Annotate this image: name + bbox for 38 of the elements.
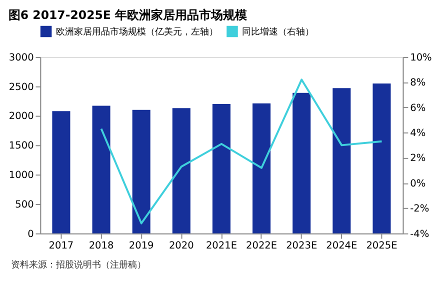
bar [92,106,110,234]
line-series [100,78,383,224]
bar [212,104,230,234]
bar [292,92,311,234]
x-tick-label: 2020 [168,240,194,252]
y2-tick-label: 2% [410,153,426,164]
legend-label: 同比增速（右轴） [242,26,314,38]
y2-tick-label: 6% [410,102,426,114]
bar [172,108,190,234]
y-tick-label: 1000 [8,170,34,182]
y-tick-label: 0 [28,228,34,240]
y-tick-label: 1500 [8,140,34,152]
legend-label: 欧洲家居用品市场规模（亿美元，左轴） [56,26,218,38]
y-tick-label: 3000 [8,52,34,64]
y2-tick-label: -4% [410,228,430,240]
x-tick-label: 2022E [246,240,278,252]
y2-tick-label: 8% [410,78,426,89]
x-tick-label: 2023E [286,240,318,252]
x-tick-label: 2019 [128,240,154,252]
y2-tick-label: -2% [410,204,430,215]
y-tick-label: 2000 [8,111,34,122]
y2-tick-label: 0% [410,178,426,190]
bar [332,88,351,234]
x-tick-label: 2024E [326,240,358,252]
y-tick-label: 2500 [8,82,34,93]
text: 资料来源：招股说明书（注册稿） [10,260,146,271]
bar [132,110,150,234]
y2-tick-label: 10% [410,52,432,64]
x-tick-label: 2021E [206,240,238,252]
bar [252,103,271,234]
bar [372,83,391,234]
y2-tick-label: 4% [410,128,426,140]
bar [52,111,70,234]
chart-title: 图6 2017-2025E 年欧洲家居用品市场规模 [8,8,248,22]
y-tick-label: 500 [15,199,34,210]
x-tick-label: 2025E [366,240,398,252]
x-tick-label: 2017 [48,240,74,252]
x-tick-label: 2018 [88,240,114,252]
